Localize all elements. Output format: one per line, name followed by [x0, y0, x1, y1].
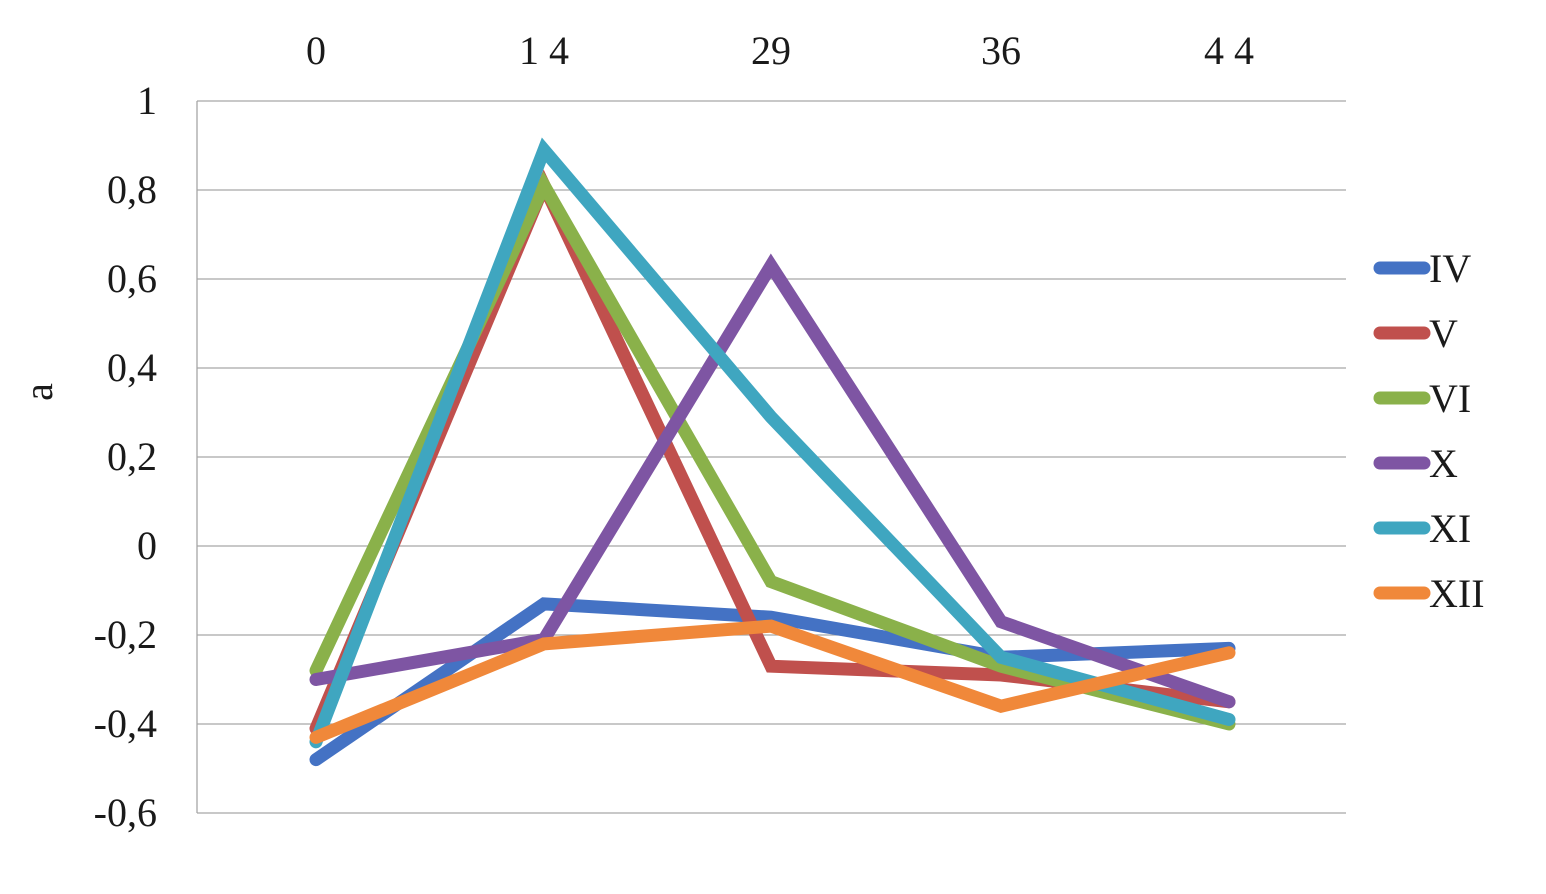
y-tick-label: 0 — [137, 523, 157, 568]
y-tick-label: -0,6 — [94, 790, 157, 835]
y-tick-label: 0,8 — [107, 167, 157, 212]
legend: IV V VI X XI XII — [1373, 246, 1485, 616]
series-line-xi — [309, 137, 1236, 749]
legend-label: X — [1429, 441, 1458, 486]
series-line-x — [309, 253, 1236, 709]
x-tick-label: 36 — [981, 28, 1021, 73]
y-tick-label: 0,6 — [107, 256, 157, 301]
series-lines — [309, 137, 1236, 767]
legend-label: VI — [1429, 376, 1471, 421]
legend-label: XI — [1429, 506, 1471, 551]
series-line-xii — [309, 619, 1236, 744]
x-tick-label: 29 — [751, 28, 791, 73]
y-tick-label: -0,2 — [94, 612, 157, 657]
x-tick-label: 0 — [306, 28, 326, 73]
y-tick-label: 1 — [137, 78, 157, 123]
y-tick-label: 0,4 — [107, 345, 157, 390]
x-tick-label: 4 4 — [1204, 28, 1254, 73]
y-axis-ticks: 1 0,8 0,6 0,4 0,2 0 -0,2 -0,4 -0,6 — [94, 78, 157, 835]
x-tick-label: 1 4 — [519, 28, 569, 73]
x-axis-ticks: 0 1 4 29 36 4 4 — [306, 28, 1254, 73]
legend-label: IV — [1429, 246, 1471, 291]
y-tick-label: -0,4 — [94, 701, 157, 746]
legend-label: XII — [1429, 571, 1485, 616]
y-axis-title: a — [16, 383, 61, 401]
y-tick-label: 0,2 — [107, 434, 157, 479]
legend-label: V — [1429, 311, 1458, 356]
